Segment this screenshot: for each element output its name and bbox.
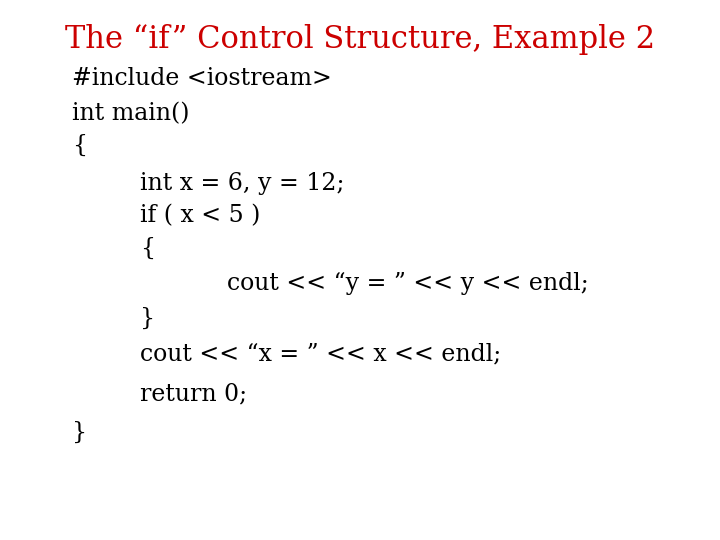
Text: }: } — [140, 307, 156, 330]
Text: if ( x < 5 ): if ( x < 5 ) — [140, 205, 261, 227]
Text: return 0;: return 0; — [140, 383, 248, 406]
Text: int main(): int main() — [72, 102, 189, 125]
Text: int x = 6, y = 12;: int x = 6, y = 12; — [140, 172, 345, 195]
Text: cout << “x = ” << x << endl;: cout << “x = ” << x << endl; — [140, 342, 502, 365]
Text: #include <iostream>: #include <iostream> — [72, 67, 332, 90]
Text: The “if” Control Structure, Example 2: The “if” Control Structure, Example 2 — [65, 24, 655, 55]
Text: }: } — [72, 421, 87, 443]
Text: cout << “y = ” << y << endl;: cout << “y = ” << y << endl; — [227, 272, 588, 295]
Text: {: { — [72, 134, 87, 157]
Text: {: { — [140, 237, 156, 260]
